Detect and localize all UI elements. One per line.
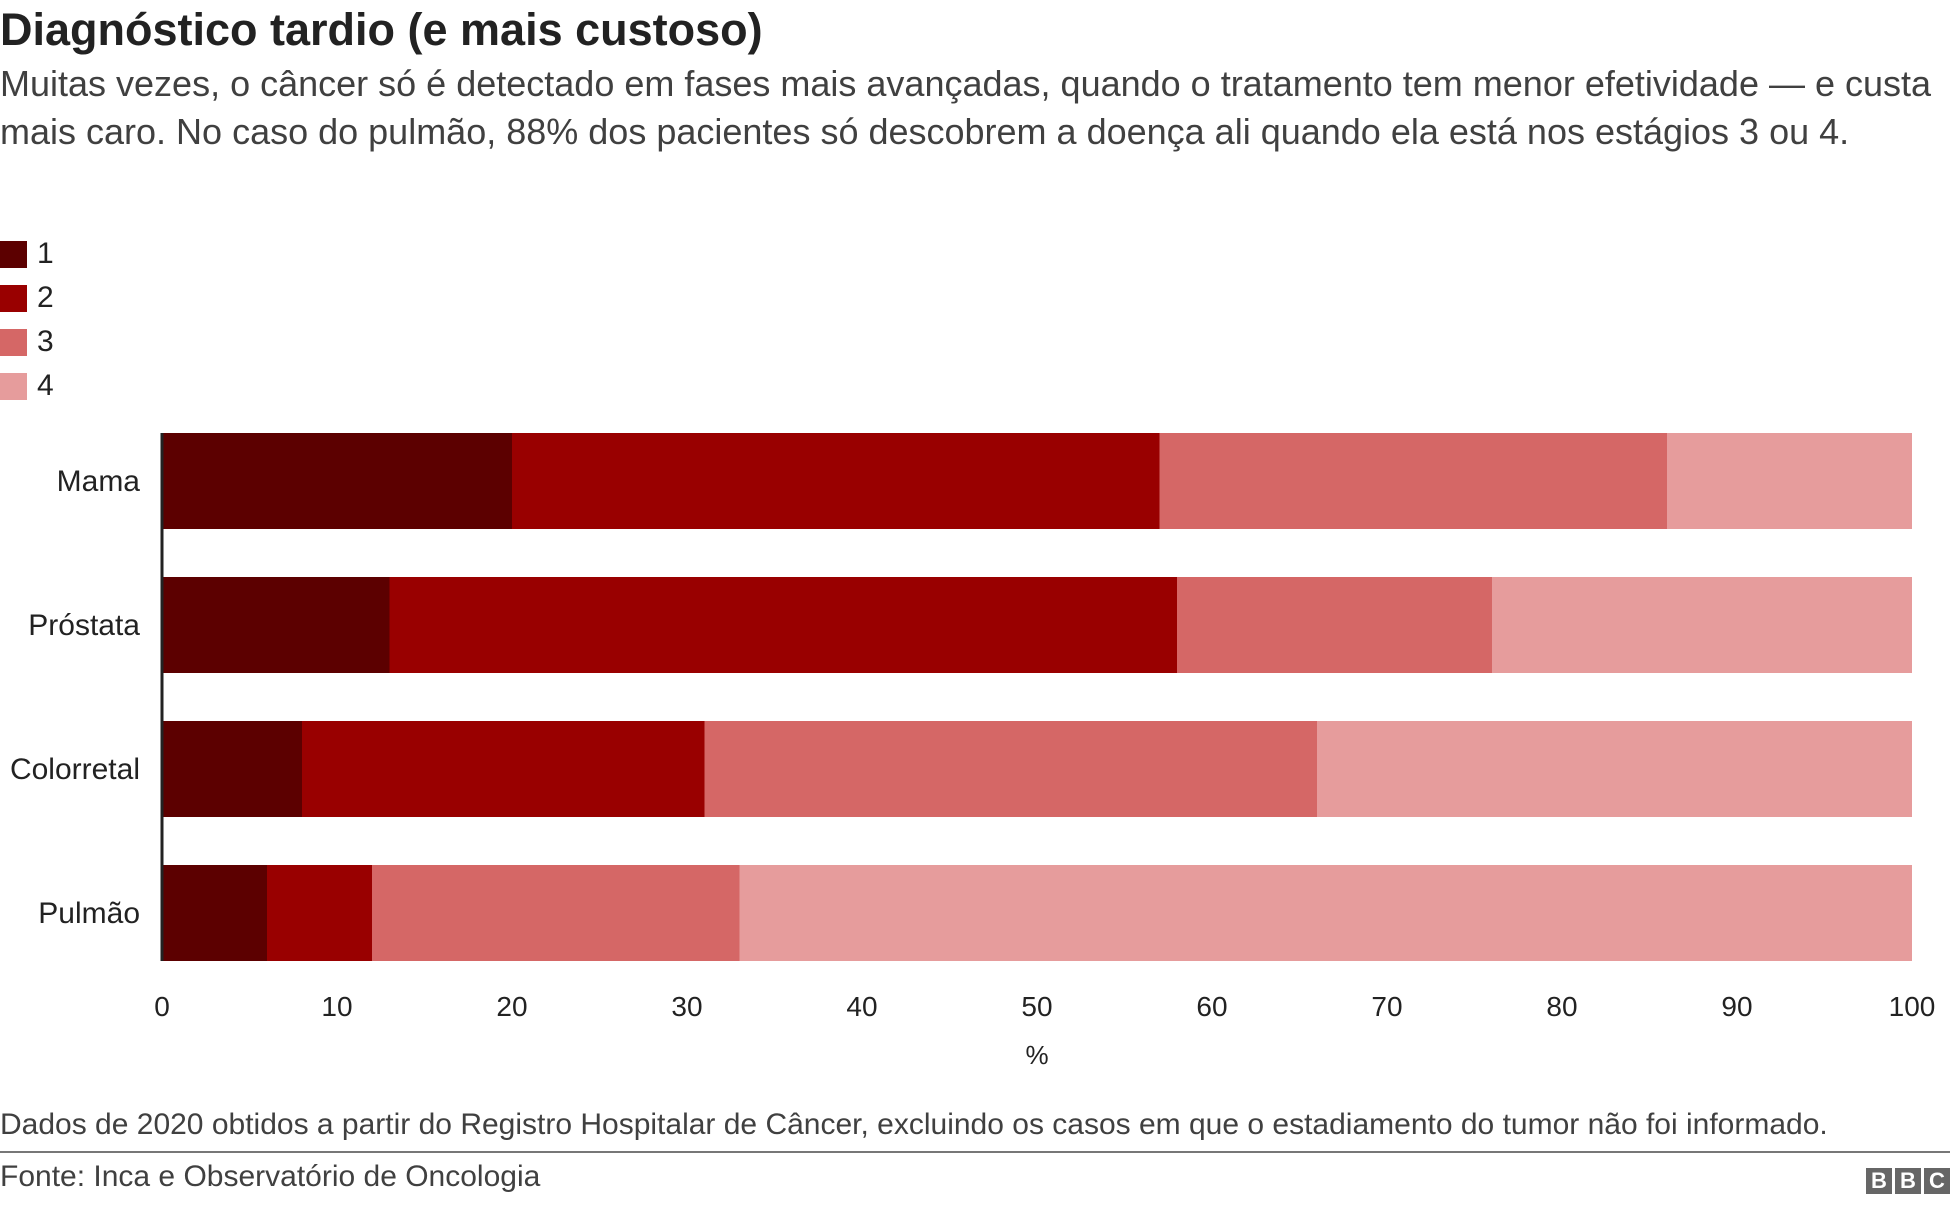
x-axis-label: % [1025, 1040, 1048, 1070]
bar-segment-stage-1 [162, 577, 390, 673]
logo-letter: C [1924, 1168, 1950, 1194]
x-tick-label: 20 [496, 991, 527, 1022]
bar-segment-stage-2 [302, 721, 705, 817]
legend: 1 2 3 4 [0, 232, 54, 408]
bar-chart: Mama Próstata Colorretal Pulmão 0 10 20 30 40 50 6… [10, 433, 1936, 1070]
legend-label: 3 [37, 325, 54, 358]
x-tick-label: 100 [1889, 991, 1936, 1022]
category-label: Próstata [28, 609, 140, 642]
legend-swatch [0, 328, 27, 356]
chart-title: Diagnóstico tardio (e mais custoso) [0, 4, 763, 55]
legend-label: 2 [37, 281, 54, 314]
x-tick-label: 40 [846, 991, 877, 1022]
legend-item-3: 3 [0, 320, 54, 364]
bar-segment-stage-2 [267, 865, 372, 961]
category-label: Colorretal [10, 753, 140, 786]
bar-segment-stage-3 [1159, 433, 1667, 529]
chart-subtitle: Muitas vezes, o câncer só é detectado em… [0, 63, 1932, 152]
footnote: Dados de 2020 obtidos a partir do Regist… [0, 1108, 1828, 1141]
x-tick-label: 30 [671, 991, 702, 1022]
bar-segment-stage-2 [389, 577, 1177, 673]
x-tick-label: 10 [321, 991, 352, 1022]
x-tick-label: 50 [1021, 991, 1052, 1022]
x-tick-label: 80 [1546, 991, 1577, 1022]
bar-segment-stage-3 [704, 721, 1317, 817]
source: Fonte: Inca e Observatório de Oncologia [0, 1160, 541, 1193]
bar-segment-stage-4 [1492, 577, 1912, 673]
category-label: Mama [57, 465, 141, 498]
legend-swatch [0, 284, 27, 312]
x-tick-label: 70 [1371, 991, 1402, 1022]
bar-segment-stage-4 [739, 865, 1912, 961]
bar-segment-stage-4 [1667, 433, 1912, 529]
category-label: Pulmão [38, 897, 140, 930]
bar-segment-stage-1 [162, 865, 267, 961]
bar-segment-stage-2 [512, 433, 1160, 529]
legend-swatch [0, 372, 27, 400]
legend-swatch [0, 240, 27, 268]
bbc-logo: B B C [1866, 1168, 1950, 1194]
logo-letter: B [1895, 1168, 1921, 1194]
legend-label: 4 [37, 369, 54, 402]
divider [0, 1151, 1950, 1153]
bar-segment-stage-1 [162, 433, 512, 529]
bar-segment-stage-4 [1317, 721, 1912, 817]
legend-item-2: 2 [0, 276, 54, 320]
bar-segment-stage-3 [1177, 577, 1492, 673]
x-tick-label: 60 [1196, 991, 1227, 1022]
x-tick-label: 0 [154, 991, 170, 1022]
legend-item-4: 4 [0, 364, 54, 408]
bar-segment-stage-3 [372, 865, 740, 961]
logo-letter: B [1866, 1168, 1892, 1194]
bar-segment-stage-1 [162, 721, 302, 817]
legend-item-1: 1 [0, 232, 54, 276]
x-tick-label: 90 [1721, 991, 1752, 1022]
legend-label: 1 [37, 237, 54, 270]
